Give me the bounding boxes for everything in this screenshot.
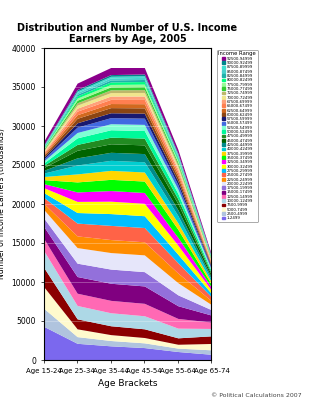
Title: Distribution and Number of U.S. Income
Earners by Age, 2005: Distribution and Number of U.S. Income E… xyxy=(17,23,238,44)
Text: © Political Calculations 2007: © Political Calculations 2007 xyxy=(211,393,302,398)
Y-axis label: Number of Income Earners (thousands): Number of Income Earners (thousands) xyxy=(0,128,6,280)
Legend: 92500-94999, 90000-92499, 87500-89999, 85000-87499, 82500-84999, 80000-82499, 77: 92500-94999, 90000-92499, 87500-89999, 8… xyxy=(217,50,258,222)
X-axis label: Age Brackets: Age Brackets xyxy=(98,379,157,388)
